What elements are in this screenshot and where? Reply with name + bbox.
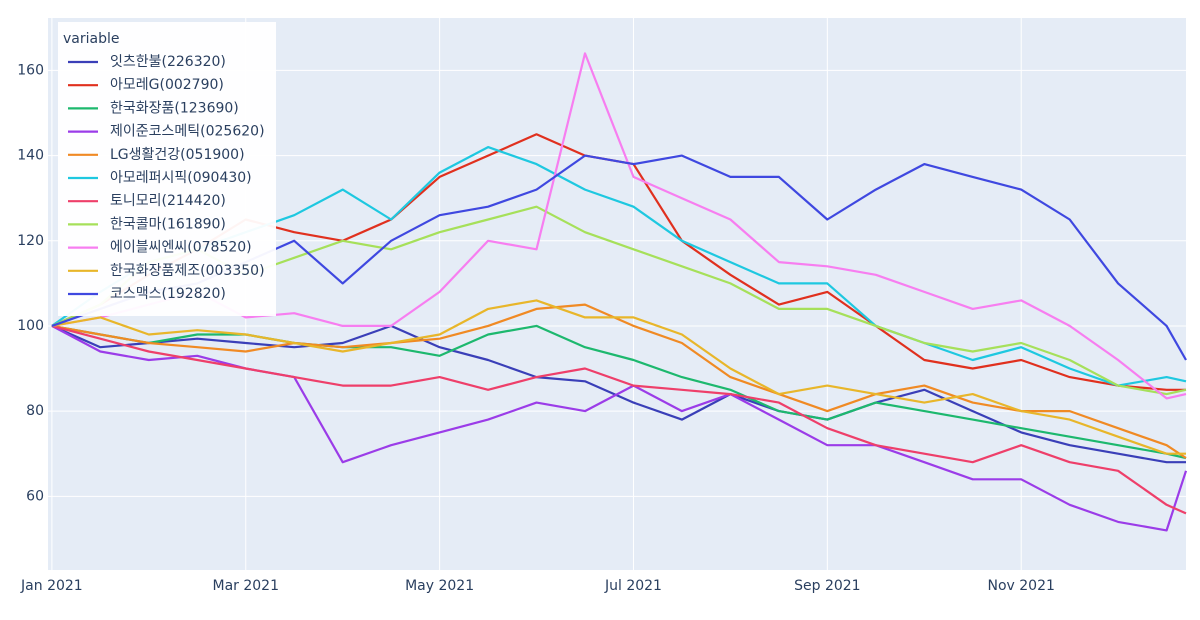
y-tick-label: 160	[17, 62, 44, 78]
series-line	[51, 52, 1187, 400]
x-tick-label: Mar 2021	[212, 578, 279, 594]
y-tick-label: 80	[26, 403, 44, 419]
x-tick-label: Sep 2021	[794, 578, 860, 594]
legend-label: 한국화장품제조(003350)	[110, 263, 265, 279]
legend-label: 코스맥스(192820)	[110, 286, 226, 302]
legend-label: 한국화장품(123690)	[110, 100, 239, 116]
y-tick-label: 140	[17, 148, 44, 164]
legend-label: LG생활건강(051900)	[110, 147, 245, 163]
x-tick-label: Jul 2021	[604, 578, 662, 594]
x-tick-label: May 2021	[405, 578, 474, 594]
series-line	[51, 324, 1186, 464]
legend-box	[58, 22, 276, 316]
y-tick-label: 60	[26, 488, 44, 504]
legend-label: 잇츠한불(226320)	[110, 54, 226, 70]
x-tick-label: Nov 2021	[988, 578, 1055, 594]
legend-label: 토니모리(214420)	[110, 193, 226, 209]
legend-label: 제이준코스메틱(025620)	[110, 124, 265, 140]
y-tick-label: 120	[17, 233, 44, 249]
y-tick-label: 100	[17, 318, 44, 334]
legend-label: 에이블씨엔씨(078520)	[110, 240, 252, 256]
series-line	[51, 299, 1186, 455]
x-tick-label: Jan 2021	[20, 578, 83, 594]
series-line	[51, 324, 1187, 515]
legend: variable 잇츠한불(226320) 아모레G(002790) 한국화장품(1…	[58, 22, 276, 316]
legend-label: 한국콜마(161890)	[110, 216, 226, 232]
legend-label: 아모레G(002790)	[110, 77, 224, 93]
legend-title: variable	[63, 31, 119, 47]
legend-label: 아모레퍼시픽(090430)	[110, 170, 252, 186]
